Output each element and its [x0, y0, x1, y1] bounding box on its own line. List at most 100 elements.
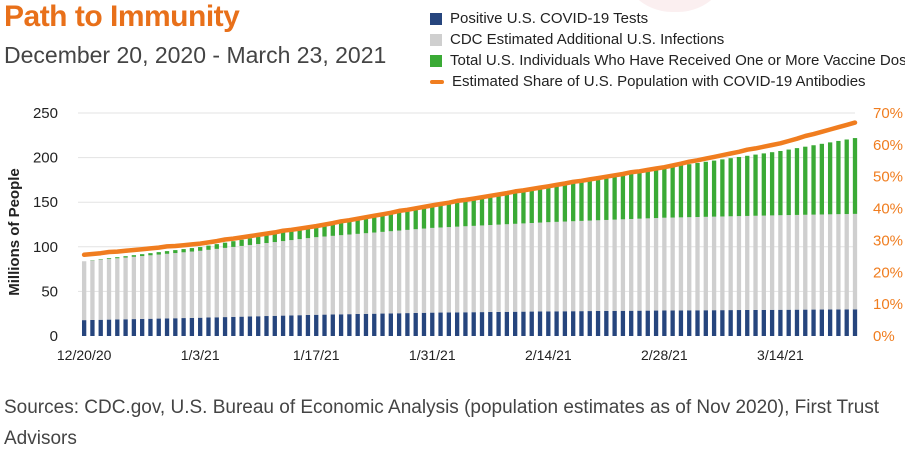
bar-positive-tests: [778, 309, 783, 336]
bar-vaccinated: [670, 166, 675, 218]
x-tick-label: 12/20/20: [57, 347, 112, 363]
bar-positive-tests: [736, 310, 742, 336]
bar-vaccinated: [396, 210, 402, 231]
bar-vaccinated: [247, 238, 253, 245]
bar-positive-tests: [521, 311, 526, 336]
bar-positive-tests: [413, 312, 418, 336]
x-tick-label: 1/3/21: [181, 347, 220, 363]
bar-vaccinated: [803, 146, 808, 215]
bar-vaccinated: [753, 154, 758, 216]
bar-estimated-infections: [488, 225, 493, 313]
bar-vaccinated: [736, 156, 742, 217]
bar-vaccinated: [852, 138, 858, 214]
bar-estimated-infections: [115, 258, 120, 320]
bar-vaccinated: [305, 227, 311, 239]
bar-vaccinated: [206, 245, 211, 250]
bar-vaccinated: [380, 214, 385, 232]
bar-vaccinated: [438, 203, 443, 228]
bar-estimated-infections: [612, 219, 617, 311]
y2-tick-label: 40%: [873, 201, 903, 218]
bar-vaccinated: [297, 229, 302, 240]
bar-positive-tests: [529, 311, 534, 336]
bar-vaccinated: [421, 206, 427, 229]
bar-vaccinated: [363, 217, 369, 234]
bar-positive-tests: [338, 314, 344, 336]
bar-estimated-infections: [231, 246, 236, 317]
bar-vaccinated: [819, 143, 824, 215]
bar-vaccinated: [695, 162, 700, 218]
bar-vaccinated: [148, 253, 153, 256]
bar-vaccinated: [239, 239, 244, 246]
bar-vaccinated: [761, 153, 766, 216]
legend-swatch-vaccinated: [430, 54, 442, 67]
bar-vaccinated: [571, 182, 576, 222]
bar-positive-tests: [131, 319, 137, 336]
bar-estimated-infections: [388, 231, 393, 314]
bar-vaccinated: [272, 233, 277, 243]
bar-estimated-infections: [827, 214, 833, 310]
bar-vaccinated: [546, 186, 551, 223]
bar-estimated-infections: [81, 261, 87, 321]
bar-estimated-infections: [280, 241, 286, 316]
bar-positive-tests: [123, 319, 128, 336]
y2-tick-label: 30%: [873, 232, 903, 249]
bar-positive-tests: [148, 318, 153, 336]
bar-positive-tests: [811, 309, 816, 336]
bar-estimated-infections: [571, 221, 576, 312]
legend-swatch-positive-tests: [430, 12, 442, 25]
x-tick-label: 2/14/21: [525, 347, 572, 363]
bar-vaccinated: [604, 177, 609, 220]
bar-estimated-infections: [695, 217, 700, 311]
bar-estimated-infections: [189, 251, 195, 318]
bar-vaccinated: [231, 241, 236, 247]
bar-vaccinated: [728, 158, 733, 217]
bar-positive-tests: [513, 311, 518, 336]
bar-positive-tests: [703, 310, 708, 336]
y2-tick-label: 10%: [873, 296, 903, 313]
bar-estimated-infections: [778, 215, 783, 310]
bar-vaccinated: [562, 183, 568, 222]
bar-vaccinated: [347, 220, 352, 235]
bar-estimated-infections: [289, 240, 294, 316]
bar-vaccinated: [330, 223, 335, 236]
bar-positive-tests: [231, 316, 236, 336]
bar-estimated-infections: [554, 221, 559, 312]
bar-estimated-infections: [214, 248, 219, 318]
bar-estimated-infections: [629, 218, 634, 311]
bar-estimated-infections: [711, 216, 717, 311]
bar-positive-tests: [827, 309, 833, 336]
bar-positive-tests: [198, 317, 203, 336]
bar-positive-tests: [687, 310, 692, 336]
bar-positive-tests: [803, 309, 808, 336]
bar-positive-tests: [629, 310, 634, 336]
y2-tick-label: 60%: [873, 137, 903, 154]
legend-label-estimated-infections: CDC Estimated Additional U.S. Infections: [450, 31, 725, 48]
bar-vaccinated: [521, 190, 526, 224]
bar-vaccinated: [338, 221, 344, 236]
bar-estimated-infections: [852, 213, 858, 310]
bar-vaccinated: [454, 200, 460, 227]
bar-vaccinated: [164, 251, 170, 254]
bar-positive-tests: [247, 316, 253, 336]
bar-estimated-infections: [720, 216, 725, 311]
bar-estimated-infections: [256, 243, 261, 317]
bar-positive-tests: [90, 319, 95, 336]
sources-note: Sources: CDC.gov, U.S. Bureau of Economi…: [4, 397, 880, 449]
bar-estimated-infections: [454, 226, 460, 313]
bar-estimated-infections: [811, 214, 816, 310]
legend-item-positive-tests: Positive U.S. COVID-19 Tests: [430, 8, 905, 29]
bar-positive-tests: [396, 313, 402, 336]
bar-positive-tests: [836, 309, 841, 336]
bar-vaccinated: [678, 165, 684, 218]
bar-positive-tests: [322, 314, 327, 336]
bar-positive-tests: [454, 312, 460, 336]
bar-series: [81, 138, 858, 336]
bar-positive-tests: [562, 311, 568, 336]
legend-swatch-estimated-infections: [430, 33, 442, 46]
x-tick-label: 1/31/21: [409, 347, 456, 363]
bar-vaccinated: [579, 181, 584, 221]
bar-estimated-infections: [537, 222, 543, 312]
bar-positive-tests: [438, 312, 443, 336]
bar-estimated-infections: [513, 223, 518, 312]
bar-positive-tests: [745, 309, 750, 336]
